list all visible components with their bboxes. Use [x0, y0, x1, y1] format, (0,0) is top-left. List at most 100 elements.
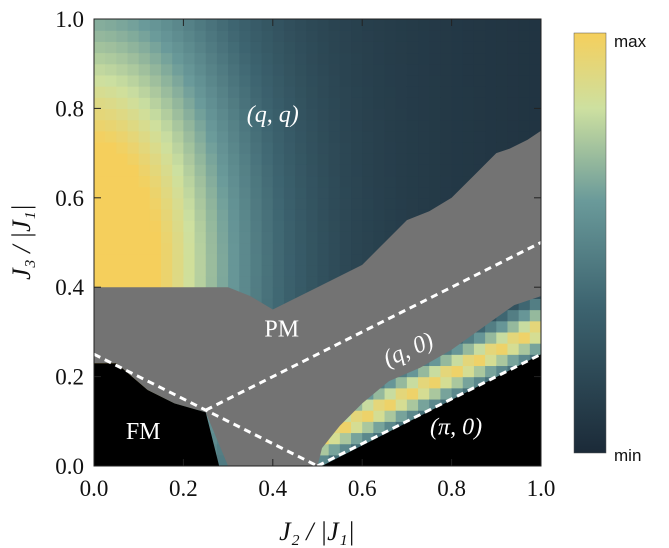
heatmap-cell: [306, 253, 319, 266]
heatmap-cell: [451, 63, 464, 76]
heatmap-cell: [384, 220, 397, 232]
heatmap-cell: [172, 41, 184, 54]
heatmap-cell: [228, 130, 240, 143]
heatmap-cell: [161, 264, 173, 277]
heatmap-cell: [94, 30, 106, 42]
heatmap-cell: [283, 164, 296, 177]
heatmap-cell: [306, 130, 319, 143]
heatmap-cell: [261, 253, 274, 266]
heatmap-cell: [295, 220, 307, 232]
heatmap-cell: [328, 30, 341, 42]
heatmap-cell: [105, 231, 117, 244]
heatmap-cell: [228, 220, 240, 232]
heatmap-cell: [127, 74, 140, 87]
heatmap-cell: [473, 41, 486, 54]
heatmap-cell: [440, 153, 453, 165]
heatmap-cell: [283, 19, 296, 31]
heatmap-cell: [440, 86, 453, 98]
heatmap-cell: [94, 253, 106, 266]
heatmap-cell: [395, 186, 408, 199]
heatmap-cell: [395, 398, 408, 411]
heatmap-cell: [216, 220, 229, 232]
heatmap-cell: [373, 86, 386, 98]
heatmap-cell: [239, 175, 252, 188]
heatmap-cell: [429, 197, 442, 210]
heatmap-cell: [283, 231, 296, 244]
heatmap-cell: [462, 376, 475, 389]
heatmap-cell: [373, 387, 386, 400]
heatmap-cell: [283, 220, 296, 232]
heatmap-cell: [283, 30, 296, 42]
region-label-pi0: (π, 0): [430, 415, 482, 441]
heatmap-cell: [317, 30, 330, 42]
heatmap-cell: [473, 354, 486, 367]
heatmap-cell: [485, 343, 497, 355]
heatmap-cell: [272, 52, 285, 65]
heatmap-cell: [418, 30, 430, 42]
heatmap-cell: [328, 108, 341, 121]
heatmap-cell: [283, 276, 296, 288]
heatmap-cell: [116, 253, 129, 266]
heatmap-cell: [339, 130, 352, 143]
heatmap-cell: [406, 387, 419, 400]
heatmap-cell: [239, 242, 252, 255]
heatmap-cell: [127, 197, 140, 210]
heatmap-cell: [507, 30, 520, 42]
heatmap-cell: [351, 432, 363, 445]
heatmap-cell: [351, 208, 363, 221]
heatmap-cell: [183, 108, 196, 121]
heatmap-cell: [362, 197, 374, 210]
heatmap-cell: [94, 231, 106, 244]
heatmap-cell: [317, 231, 330, 244]
heatmap-cell: [239, 30, 252, 42]
heatmap-cell: [351, 52, 363, 65]
heatmap-cell: [283, 153, 296, 165]
heatmap-cell: [216, 108, 229, 121]
heatmap-cell: [105, 175, 117, 188]
heatmap-cell: [161, 231, 173, 244]
heatmap-cell: [362, 186, 374, 199]
heatmap-cell: [384, 52, 397, 65]
heatmap-cell: [339, 231, 352, 244]
heatmap-cell: [395, 197, 408, 210]
heatmap-cell: [172, 86, 184, 98]
heatmap-cell: [384, 398, 397, 411]
heatmap-cell: [228, 264, 240, 277]
heatmap-cell: [94, 141, 106, 154]
heatmap-cell: [138, 119, 151, 132]
heatmap-cell: [127, 186, 140, 199]
heatmap-cell: [228, 30, 240, 42]
heatmap-cell: [183, 19, 196, 31]
heatmap-cell: [473, 30, 486, 42]
heatmap-cell: [362, 164, 374, 177]
y-tick-label: 0.8: [55, 96, 84, 121]
heatmap-cell: [239, 164, 252, 177]
heatmap-cell: [351, 63, 363, 76]
heatmap-cell: [328, 231, 341, 244]
heatmap-cell: [317, 153, 330, 165]
heatmap-cell: [261, 197, 274, 210]
heatmap-cell: [216, 86, 229, 98]
heatmap-cell: [429, 119, 442, 132]
heatmap-cell: [485, 365, 497, 378]
heatmap-cell: [317, 276, 330, 288]
heatmap-cell: [183, 220, 196, 232]
x-tick-label: 0.8: [437, 476, 466, 501]
heatmap-cell: [172, 264, 184, 277]
heatmap-cell: [306, 175, 319, 188]
heatmap-cell: [239, 253, 252, 266]
heatmap-cell: [183, 208, 196, 221]
heatmap-cell: [518, 86, 531, 98]
heatmap-cell: [362, 153, 374, 165]
heatmap-cell: [149, 197, 162, 210]
heatmap-cell: [306, 186, 319, 199]
heatmap-cell: [183, 97, 196, 109]
heatmap-cell: [306, 197, 319, 210]
heatmap-cell: [183, 52, 196, 65]
heatmap-cell: [161, 197, 173, 210]
heatmap-cell: [295, 119, 307, 132]
heatmap-cell: [250, 74, 263, 87]
heatmap-cell: [384, 164, 397, 177]
heatmap-cell: [216, 175, 229, 188]
heatmap-cell: [138, 108, 151, 121]
